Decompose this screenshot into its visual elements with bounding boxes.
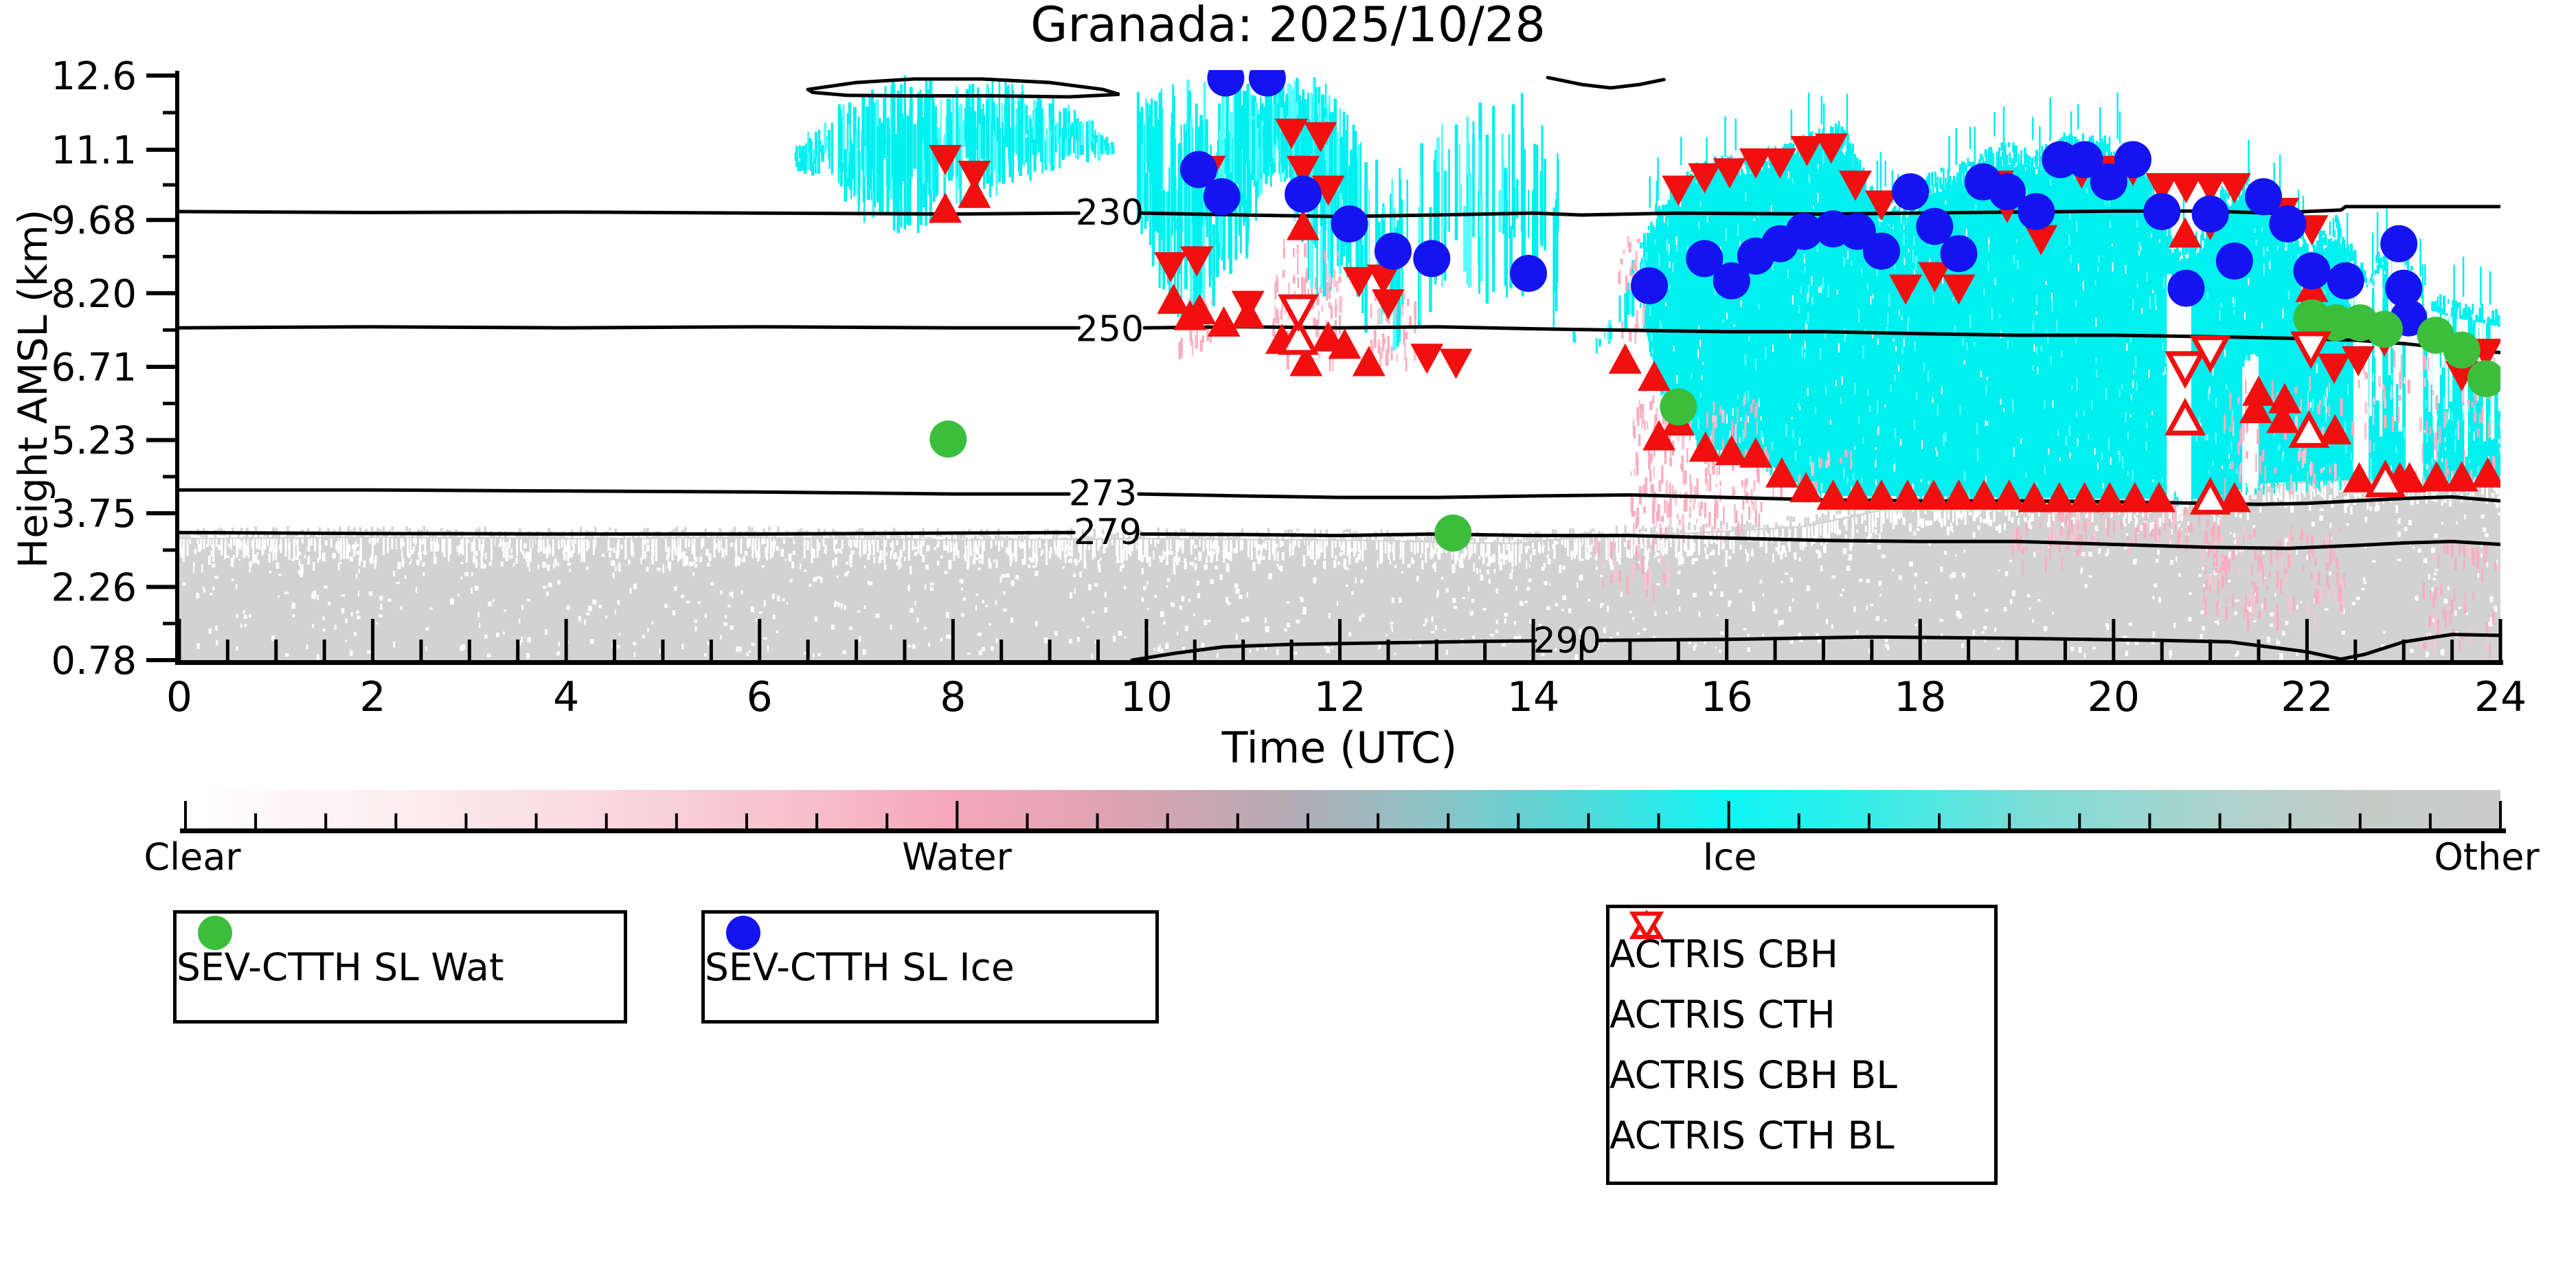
colorbar-label-ice: Ice <box>1702 835 1757 879</box>
legend-label-cbh: ACTRIS CBH <box>1609 932 1838 976</box>
legend-label-cth-bl: ACTRIS CTH BL <box>1609 1114 1895 1157</box>
legend-label-cbh-bl: ACTRIS CBH BL <box>1609 1053 1897 1097</box>
x-axis-label: Time (UTC) <box>1221 723 1458 773</box>
legend-sev-wat-box: SEV-CTTH SL Wat <box>173 910 627 1024</box>
ice-circle-icon <box>726 916 760 950</box>
cth-bl-triangle-icon <box>1629 912 1664 941</box>
y-axis-label: Height AMSL (km) <box>10 209 56 569</box>
colorbar-label-clear: Clear <box>144 835 241 879</box>
legend-label-sev-wat: SEV-CTTH SL Wat <box>177 945 504 989</box>
colorbar-label-water: Water <box>902 835 1012 879</box>
legend-label-cth: ACTRIS CTH <box>1609 993 1835 1037</box>
legend-actris-box: ACTRIS CBH ACTRIS CTH ACTRIS CBH BL ACTR… <box>1606 905 1998 1185</box>
chart-title: Granada: 2025/10/28 <box>1030 0 1546 53</box>
axes-layer: 12.611.19.688.206.715.233.752.260.780 2 4 6… <box>51 54 2527 721</box>
legend-row-cth: ACTRIS CTH <box>1609 912 1835 1045</box>
colorbar <box>185 790 2500 828</box>
legend-row-cth-bl: ACTRIS CTH BL <box>1609 912 1895 1166</box>
legend-sev-ice-box: SEV-CTTH SL Ice <box>701 910 1159 1024</box>
legend-row-cbh: ACTRIS CBH <box>1609 912 1838 984</box>
cloud-layer <box>179 70 2500 661</box>
colorbar-label-other: Other <box>2434 835 2540 879</box>
marker-layer <box>929 70 2500 552</box>
wat-circle-icon <box>198 916 232 950</box>
legend-label-sev-ice: SEV-CTTH SL Ice <box>705 945 1015 989</box>
legend-row-cbh-bl: ACTRIS CBH BL <box>1609 909 1897 1105</box>
